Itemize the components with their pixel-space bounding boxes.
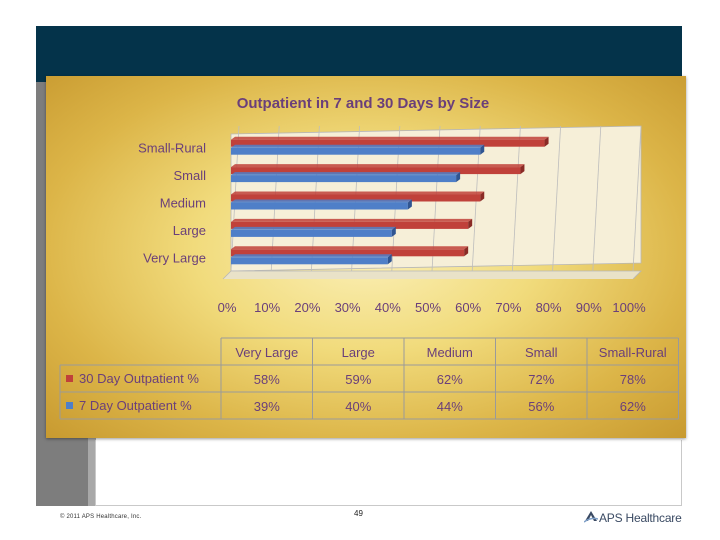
bar-30day [231, 246, 469, 257]
bar-30day [231, 218, 473, 229]
bar-7day-side [391, 226, 396, 237]
bar-7day-top [231, 172, 461, 176]
bar-7day [231, 199, 412, 210]
legend-series-name: 30 Day Outpatient % [79, 371, 199, 386]
slide-title-bar [36, 26, 682, 82]
category-label: Large [173, 223, 206, 238]
bar-7day-top [231, 226, 396, 230]
bar-7day-side [480, 144, 485, 155]
bar-7day-side [407, 199, 412, 210]
gridline [592, 125, 602, 272]
gridline [632, 125, 642, 272]
x-tick-label: 70% [495, 300, 521, 315]
category-label: Small-Rural [138, 141, 206, 156]
table-value-cell: 59% [345, 372, 371, 387]
bar-7day-front [231, 147, 481, 155]
x-tick-label: 20% [294, 300, 320, 315]
bar-7day-side [387, 254, 392, 265]
bar-chart: Outpatient in 7 and 30 Days by Size Very… [59, 95, 679, 420]
table-value-cell: 78% [620, 372, 646, 387]
x-tick-label: 30% [335, 300, 361, 315]
bar-30day [231, 164, 525, 175]
bar-30day-front [231, 167, 521, 175]
x-tick-labels: 0% 10% 20% 30% 40% 50% 60% 70% 80% 90% 100% [218, 300, 646, 315]
table-value-cell: 62% [437, 372, 463, 387]
legend-swatch [66, 402, 73, 409]
table-value-cell: 39% [254, 399, 280, 414]
table-value-cell: 62% [620, 399, 646, 414]
copyright-text: © 2011 APS Healthcare, Inc. [60, 514, 142, 520]
bar-30day-top [231, 218, 473, 222]
bar-30day-side [468, 218, 473, 229]
table-header-cell: Large [342, 345, 375, 360]
bar-30day-side [544, 136, 549, 147]
x-tick-label: 60% [455, 300, 481, 315]
data-table: Very Large Large Medium Small Small-Rural 30 … [59, 337, 679, 420]
bar-30day [231, 136, 549, 147]
table-header-cell: Small-Rural [599, 345, 667, 360]
bar-7day-side [456, 172, 461, 183]
bar-30day [231, 191, 485, 202]
category-labels: Very Large Large Medium Small Small-Rural [138, 141, 206, 266]
bar-30day-top [231, 136, 549, 140]
slide-content-frame [95, 440, 682, 506]
x-tick-label: 40% [375, 300, 401, 315]
bar-30day-front [231, 221, 469, 229]
x-tick-label: 90% [576, 300, 602, 315]
bar-7day-front [231, 257, 388, 265]
category-label: Medium [160, 196, 206, 211]
bar-30day-front [231, 139, 545, 147]
x-tick-label: 10% [254, 300, 280, 315]
table-value-cell: 56% [528, 399, 554, 414]
bar-30day-top [231, 164, 525, 168]
bar-7day [231, 254, 392, 265]
bar-7day-front [231, 175, 457, 183]
bar-7day-top [231, 199, 412, 203]
x-tick-label: 50% [415, 300, 441, 315]
table-header-cell: Medium [427, 345, 473, 360]
legend-swatch [66, 375, 73, 382]
x-tick-label: 100% [612, 300, 646, 315]
category-label: Very Large [143, 250, 206, 265]
table-value-cell: 58% [254, 372, 280, 387]
bar-7day-top [231, 254, 392, 258]
bar-7day-top [231, 144, 485, 148]
bar-30day-top [231, 246, 469, 250]
bar-7day [231, 172, 461, 183]
plot-floor [222, 270, 642, 280]
chart-panel: Outpatient in 7 and 30 Days by Size Very… [46, 76, 686, 438]
bar-7day-front [231, 202, 408, 210]
table-value-cell: 40% [345, 399, 371, 414]
bar-7day-front [231, 229, 392, 237]
table-header-cell: Small [525, 345, 558, 360]
bar-30day-front [231, 249, 465, 257]
page-number: 49 [354, 509, 363, 518]
x-tick-label: 0% [218, 300, 237, 315]
bar-30day-side [464, 246, 469, 257]
logo-swoosh-icon [583, 509, 599, 528]
x-tick-label: 80% [536, 300, 562, 315]
aps-logo: APS Healthcare [583, 509, 682, 528]
bar-30day-side [520, 164, 525, 175]
bars [231, 136, 549, 265]
bar-30day-front [231, 194, 481, 202]
logo-text: APS Healthcare [599, 511, 682, 525]
category-label: Small [173, 168, 206, 183]
bar-30day-top [231, 191, 485, 195]
bar-7day [231, 226, 396, 237]
gridline [552, 125, 561, 272]
table-value-cell: 44% [437, 399, 463, 414]
table-value-cell: 72% [528, 372, 554, 387]
chart-title: Outpatient in 7 and 30 Days by Size [237, 95, 490, 112]
legend-series-name: 7 Day Outpatient % [79, 398, 192, 413]
bar-7day [231, 144, 485, 155]
bar-30day-side [480, 191, 485, 202]
gridline [512, 125, 521, 272]
table-header-cell: Very Large [235, 345, 298, 360]
